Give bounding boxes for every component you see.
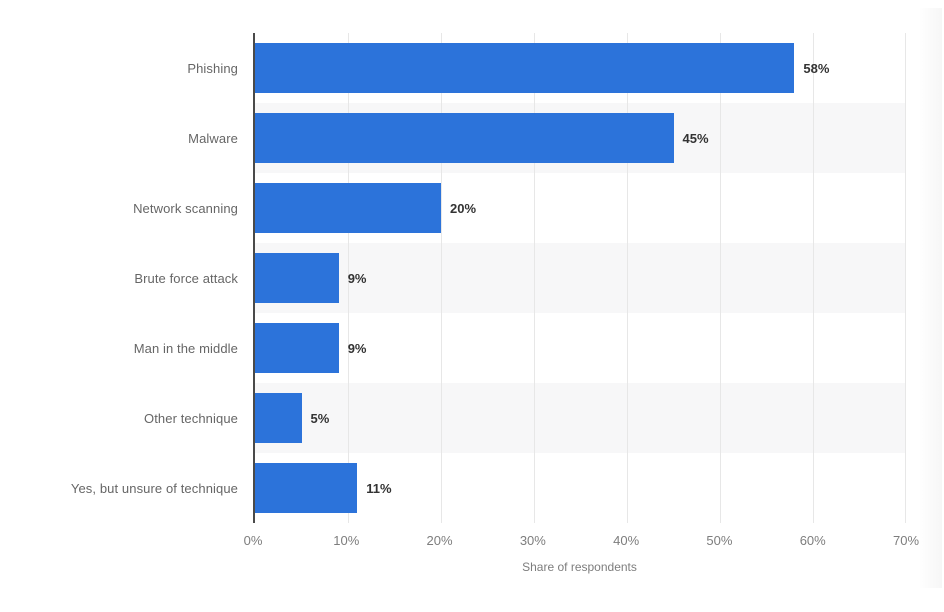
- gridline: [533, 33, 535, 523]
- value-label: 9%: [347, 340, 367, 356]
- category-label: Man in the middle: [133, 340, 238, 356]
- gridline: [719, 33, 721, 523]
- bar: [255, 183, 441, 233]
- bar: [255, 463, 358, 513]
- x-tick-label: 0%: [243, 533, 263, 548]
- bar-row: 9%: [255, 313, 906, 383]
- category-label: Brute force attack: [134, 270, 238, 286]
- bar-rows: 58% 45% 20% 9% 9% 5%: [255, 33, 906, 523]
- x-tick-label: 70%: [892, 533, 920, 548]
- category-label: Malware: [188, 130, 238, 146]
- gridline: [626, 33, 628, 523]
- bar-row: 11%: [255, 453, 906, 523]
- category-label: Yes, but unsure of technique: [70, 480, 238, 496]
- bar-row: 9%: [255, 243, 906, 313]
- value-label: 5%: [310, 410, 330, 426]
- x-tick-label: 30%: [519, 533, 546, 548]
- gridline: [347, 33, 349, 523]
- value-label: 9%: [347, 270, 367, 286]
- value-label: 45%: [682, 130, 709, 146]
- gridline: [812, 33, 814, 523]
- category-label: Phishing: [187, 60, 238, 76]
- bar: [255, 113, 674, 163]
- x-tick-label: 40%: [613, 533, 640, 548]
- category-label-column: Phishing Malware Network scanning Brute …: [0, 33, 238, 523]
- bar-row: 5%: [255, 383, 906, 453]
- bar-row: 58%: [255, 33, 906, 103]
- plot-area: 58% 45% 20% 9% 9% 5%: [253, 33, 907, 523]
- bar: [255, 323, 339, 373]
- edge-shadow: [918, 8, 942, 588]
- category-label: Other technique: [143, 410, 238, 426]
- x-tick-label: 20%: [426, 533, 453, 548]
- x-tick-label: 60%: [799, 533, 826, 548]
- value-label: 11%: [366, 480, 392, 496]
- bar: [255, 43, 795, 93]
- x-tick-label: 10%: [333, 533, 360, 548]
- bar-row: 20%: [255, 173, 906, 243]
- bar: [255, 253, 339, 303]
- gridline: [440, 33, 442, 523]
- x-axis-ticks: 0% 10% 20% 30% 40% 50% 60% 70%: [244, 533, 919, 551]
- x-axis-title: Share of respondents: [522, 560, 637, 574]
- gridline: [905, 33, 907, 523]
- x-tick-label: 50%: [706, 533, 733, 548]
- category-label: Network scanning: [133, 200, 238, 216]
- bar: [255, 393, 302, 443]
- value-label: 20%: [450, 200, 477, 216]
- value-label: 58%: [803, 60, 830, 76]
- bar-row: 45%: [255, 103, 906, 173]
